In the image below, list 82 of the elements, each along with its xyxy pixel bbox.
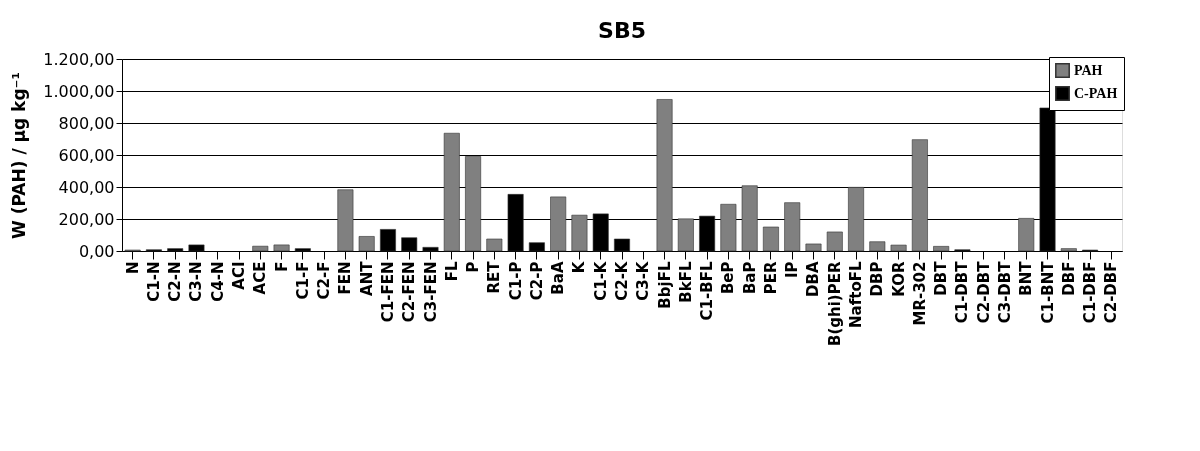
bar [762,226,779,252]
x-tick-label: DBP [868,261,887,297]
x-tick-label: C4-N [208,261,227,302]
x-tick-label: C3-DBT [995,260,1014,324]
bar [1018,218,1035,252]
x-tick-label: C2-DBT [974,260,993,324]
x-tick-label: C2-FEN [400,261,419,323]
x-tick-label: C3-N [187,261,206,302]
x-tick-label: BbjFL [655,261,674,309]
x-tick-label: ACI [230,261,249,290]
bar [784,202,801,252]
bar [550,196,567,252]
y-axis-title: W (PAH) / µg kg⁻¹ [9,71,30,240]
x-tick-label: C1-F [293,261,312,300]
x-tick-label: C2-K [613,260,631,301]
bar [741,185,758,252]
x-tick-label: C2-N [166,261,185,302]
y-tick-label: 0,00 [78,241,115,261]
chart-title: SB5 [598,18,646,43]
x-tick-label: C1-K [591,260,610,301]
bar [252,245,269,252]
y-tick-label: 800,00 [58,113,115,133]
bar [656,99,673,252]
x-tick-label: BNT [1017,260,1036,296]
x-tick-label: ACE [251,261,270,295]
bar [677,218,694,252]
bar [443,132,460,252]
x-tick-label: K [570,260,589,274]
x-tick-label: C2-P [527,261,546,301]
x-tick-label: KOR [889,261,908,297]
x-tick-label: NaftoFL [847,261,866,328]
x-tick-label: C1-BNT [1038,260,1057,324]
y-tick-label: 1.000,00 [43,81,115,101]
x-tick-label: BaA [549,261,568,295]
bar [869,241,886,252]
x-tick-label: BeP [719,261,738,295]
bar [571,214,588,252]
bar [720,203,737,252]
x-tick-label: IP [783,261,802,279]
bar [273,244,290,252]
x-tick-label: P [464,261,483,273]
x-tick-label: C3-K [634,260,653,301]
x-tick-label: FEN [336,261,355,295]
x-tick-label: C1-BFL [698,261,717,321]
x-tick-label: F [272,261,291,272]
bar [465,156,482,252]
bar [933,246,950,252]
x-tick-label: C1-DBT [953,260,972,324]
x-tick-label: FL [442,261,461,282]
x-tick-label: DBF [1059,261,1078,296]
bar [486,238,503,252]
x-tick-label: RET [485,260,504,294]
x-tick-label: C3-FEN [421,261,440,323]
x-tick-label: PER [761,261,780,295]
x-tick-label: MR-302 [910,261,929,326]
bar [911,139,928,252]
legend-label: C-PAH [1074,85,1118,101]
x-tick-label: C2-DBF [1102,261,1121,324]
bar [890,244,907,252]
y-tick-label: 400,00 [58,177,115,197]
legend-label: PAH [1074,62,1103,78]
y-tick-label: 600,00 [58,145,115,165]
x-tick-label: B(ghi)PER [825,261,844,346]
x-tick-label: C1-P [506,261,525,301]
bar [358,236,375,252]
x-tick-label: N [123,261,142,275]
x-tick-label: C1-FEN [378,261,397,323]
x-tick-label: BkFL [676,261,695,303]
y-tick-label: 200,00 [58,209,115,229]
x-tick-label: C1-DBF [1081,261,1100,324]
x-tick-label: BaP [740,261,759,295]
bar [848,187,864,252]
x-tick-label: C1-N [144,261,163,302]
bar [826,231,843,252]
bar [1060,248,1077,252]
x-tick-label: ANT [357,260,376,296]
x-tick-label: C2-F [315,261,334,300]
x-tick-label: DBT [932,260,951,296]
x-tick-label: DBA [804,261,823,297]
bar [337,189,354,252]
y-tick-label: 1.200,00 [43,49,115,69]
bar [805,243,822,252]
